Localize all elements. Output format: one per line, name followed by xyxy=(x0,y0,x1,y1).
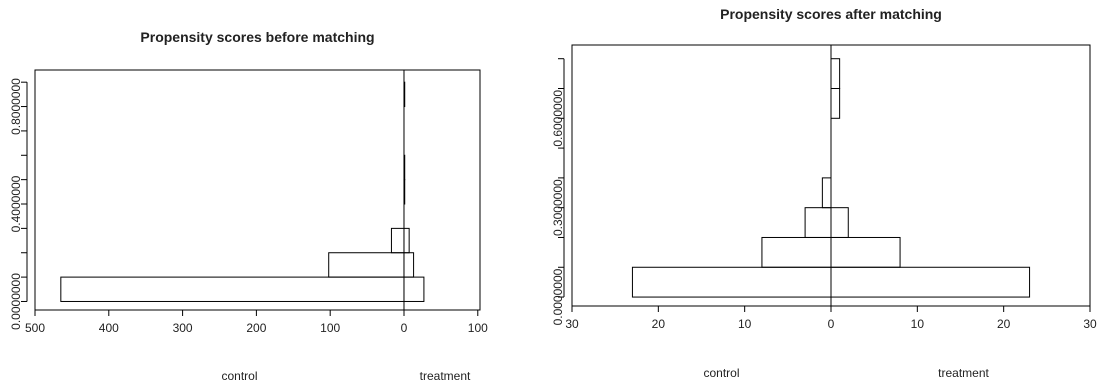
bar xyxy=(403,252,415,278)
x-tick-label: 20 xyxy=(997,317,1011,331)
bar xyxy=(403,276,425,302)
bar xyxy=(328,252,405,278)
bar xyxy=(761,236,832,268)
chart-title: Propensity scores after matching xyxy=(720,6,942,22)
chart-title: Propensity scores before matching xyxy=(140,29,374,45)
bar xyxy=(631,266,832,298)
x-tick-label: 30 xyxy=(1083,317,1097,331)
y-tick-label: 0.0000000 xyxy=(9,273,23,330)
bar xyxy=(821,177,832,209)
x-tick-label: 500 xyxy=(25,321,45,335)
plot-frame xyxy=(34,69,481,311)
x-tick-label: 10 xyxy=(738,317,752,331)
bar xyxy=(830,266,1031,298)
y-tick-label: 0.0000000 xyxy=(551,268,565,325)
y-tick-label: 0.6000000 xyxy=(551,90,565,147)
y-tick-label: 0.8000000 xyxy=(9,78,23,135)
bar xyxy=(830,58,841,89)
x-tick-label: 0 xyxy=(828,317,835,331)
x-tick-label: 20 xyxy=(652,317,666,331)
x-tick-label: 10 xyxy=(911,317,925,331)
bar xyxy=(60,276,405,302)
bar xyxy=(830,88,841,119)
x-tick-label: 200 xyxy=(246,321,266,335)
bar xyxy=(830,207,849,238)
group-label: control xyxy=(221,369,257,383)
x-tick-label: 30 xyxy=(565,317,579,331)
x-tick-label: 100 xyxy=(468,321,488,335)
bar xyxy=(390,227,405,254)
x-tick-label: 300 xyxy=(173,321,193,335)
bar xyxy=(804,207,832,238)
x-tick-label: 400 xyxy=(99,321,119,335)
bar xyxy=(830,236,901,268)
bar xyxy=(403,227,410,254)
x-tick-label: 100 xyxy=(320,321,340,335)
group-label: treatment xyxy=(420,369,471,383)
y-tick-label: 0.4000000 xyxy=(9,175,23,232)
x-tick-label: 0 xyxy=(401,321,408,335)
group-label: treatment xyxy=(938,366,989,380)
group-label: control xyxy=(703,366,739,380)
y-tick-label: 0.3000000 xyxy=(551,179,565,236)
